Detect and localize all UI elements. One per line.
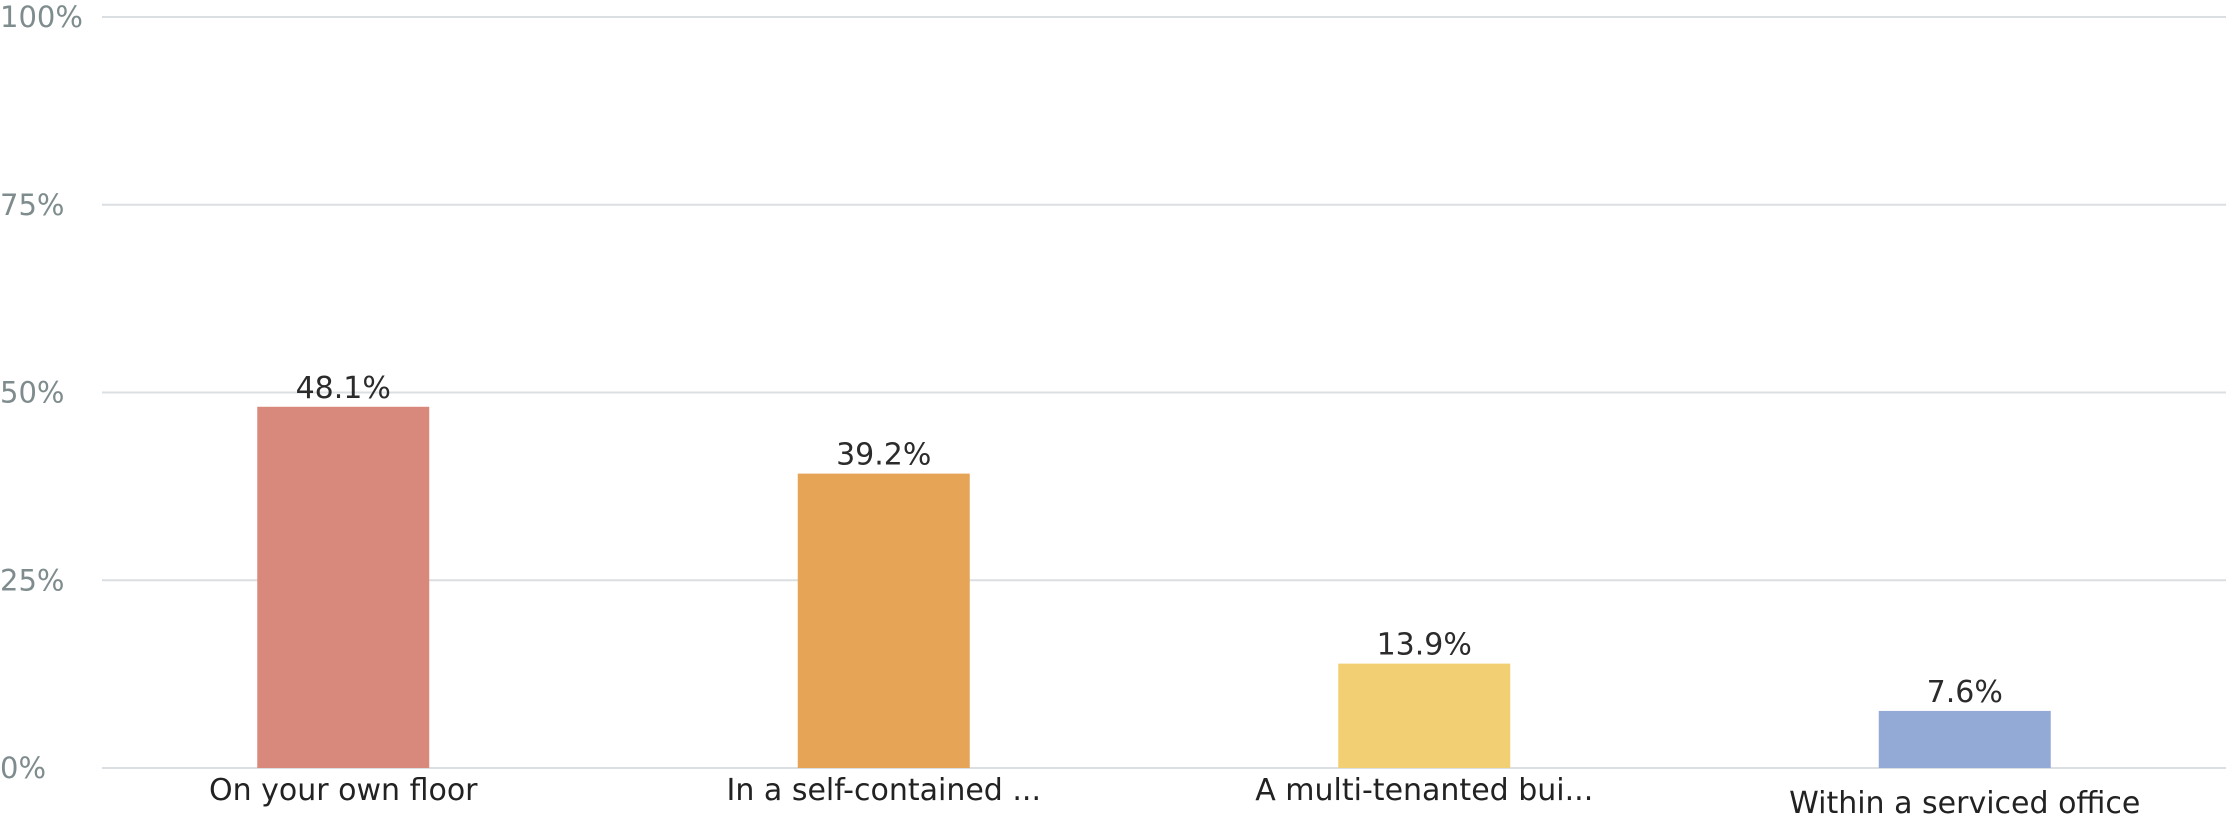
- data-label: 7.6%: [1927, 675, 2003, 710]
- y-tick-label: 0%: [0, 751, 46, 785]
- x-tick-label: Within a serviced office: [1789, 786, 2140, 818]
- y-axis-ticks: 0% 25% 50% 75% 100%: [0, 0, 83, 785]
- data-label: 48.1%: [296, 371, 391, 406]
- y-tick-label: 25%: [0, 563, 64, 597]
- data-labels: 48.1% 39.2% 13.9% 7.6%: [296, 371, 2003, 710]
- bar-4: [1878, 710, 2051, 768]
- data-label: 13.9%: [1377, 628, 1472, 663]
- y-tick-label: 50%: [0, 376, 64, 410]
- data-label: 39.2%: [836, 438, 931, 473]
- bar-1: [257, 406, 430, 768]
- x-tick-label: A multi-tenanted bui...: [1255, 773, 1593, 808]
- bars: [257, 406, 2051, 768]
- bar-2: [797, 473, 970, 768]
- gridlines: [102, 16, 2226, 769]
- x-tick-label: On your own floor: [209, 773, 478, 808]
- y-tick-label: 100%: [0, 0, 83, 34]
- x-tick-label: In a self-contained ...: [727, 773, 1042, 808]
- x-axis-ticks: On your own floor In a self-contained ...…: [209, 773, 2140, 818]
- bar-3: [1338, 663, 1511, 768]
- y-tick-label: 75%: [0, 188, 64, 222]
